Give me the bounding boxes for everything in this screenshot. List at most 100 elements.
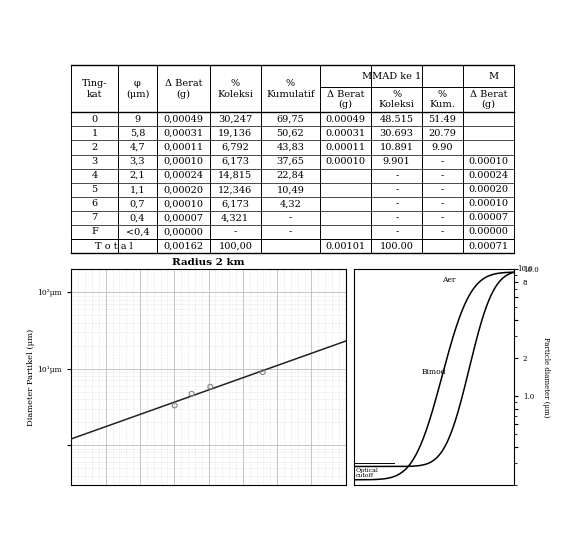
Text: 6,173: 6,173 [222,157,250,166]
Text: Δ Berat
(g): Δ Berat (g) [327,90,364,110]
Text: 0.00000: 0.00000 [468,227,508,237]
Text: 6,792: 6,792 [222,143,249,152]
Text: 3,3: 3,3 [130,157,145,166]
Text: 0.00011: 0.00011 [325,143,365,152]
Text: 30.693: 30.693 [380,129,414,138]
Text: T o t a l: T o t a l [95,241,133,251]
Text: 12,346: 12,346 [218,185,252,194]
Text: 1,1: 1,1 [130,185,145,194]
Text: %
Koleksi: % Koleksi [218,79,253,99]
Text: -: - [395,199,399,208]
Text: 0,00049: 0,00049 [163,115,203,124]
Text: φ
(μm): φ (μm) [126,79,149,99]
Text: 4,32: 4,32 [280,199,301,208]
Text: 4: 4 [91,171,98,180]
Text: 2,1: 2,1 [130,171,145,180]
Text: 20.79: 20.79 [429,129,456,138]
Text: 0,00031: 0,00031 [163,129,203,138]
Text: 10,49: 10,49 [276,185,304,194]
Text: 0,00024: 0,00024 [163,171,203,180]
Text: 4,321: 4,321 [221,214,250,222]
Point [170,401,179,410]
Text: 0.00101: 0.00101 [325,241,365,251]
Text: 51.49: 51.49 [429,115,456,124]
Text: 5: 5 [92,185,98,194]
Text: 10.0: 10.0 [517,265,533,273]
Text: 37,65: 37,65 [276,157,304,166]
Text: Optical
cutoff: Optical cutoff [356,468,379,479]
Text: MMAD ke 1: MMAD ke 1 [362,72,421,81]
Text: 9.90: 9.90 [432,143,453,152]
Text: 0,00011: 0,00011 [163,143,203,152]
Text: 0,4: 0,4 [130,214,145,222]
Text: 0.00007: 0.00007 [468,214,508,222]
Text: %
Kum.: % Kum. [429,90,456,110]
Y-axis label: Diameter Partikel (μm): Diameter Partikel (μm) [27,329,35,426]
Text: 0,00010: 0,00010 [163,199,203,208]
Text: 0,00020: 0,00020 [163,185,203,194]
Text: 14,815: 14,815 [218,171,252,180]
Text: 0.00020: 0.00020 [468,185,508,194]
Title: Radius 2 km: Radius 2 km [172,258,245,267]
Text: 4,7: 4,7 [130,143,145,152]
Text: <0,4: <0,4 [126,227,149,237]
Text: 1: 1 [91,129,98,138]
Text: 50,62: 50,62 [276,129,304,138]
Text: 100,00: 100,00 [218,241,252,251]
Text: Ting-
kat: Ting- kat [82,79,107,99]
Text: 2: 2 [91,143,98,152]
Text: 43,83: 43,83 [276,143,304,152]
Point [258,368,267,377]
Point [206,383,215,391]
Text: 0.00071: 0.00071 [468,241,508,251]
Text: 69,75: 69,75 [276,115,304,124]
Text: 48.515: 48.515 [380,115,414,124]
Text: 6: 6 [92,199,98,208]
Text: -: - [441,185,444,194]
Text: -: - [441,199,444,208]
Text: 0.00010: 0.00010 [468,199,508,208]
Text: -: - [289,214,292,222]
Text: 5,8: 5,8 [130,129,145,138]
Text: -: - [289,227,292,237]
Text: 0.00031: 0.00031 [325,129,365,138]
Text: -: - [395,185,399,194]
Text: -: - [441,157,444,166]
Text: 0,00162: 0,00162 [163,241,203,251]
Y-axis label: Particle diameter (μm): Particle diameter (μm) [542,337,550,417]
Text: 0,7: 0,7 [130,199,145,208]
Text: 0,00007: 0,00007 [163,214,203,222]
Text: 3: 3 [91,157,98,166]
Text: 7: 7 [91,214,98,222]
Text: 0: 0 [92,115,98,124]
Text: 0,00000: 0,00000 [163,227,203,237]
Text: -: - [441,214,444,222]
Text: %
Kumulatif: % Kumulatif [266,79,315,99]
Point [187,389,196,398]
Text: -: - [395,227,399,237]
Text: Δ Berat
(g): Δ Berat (g) [164,79,202,99]
Text: Δ Berat
(g): Δ Berat (g) [469,90,507,110]
Text: 9: 9 [134,115,140,124]
Text: 0.00010: 0.00010 [325,157,365,166]
Text: F: F [91,227,98,237]
Text: 10.891: 10.891 [380,143,414,152]
Text: 6,173: 6,173 [222,199,250,208]
Text: Aer: Aer [442,276,456,283]
Text: -: - [441,171,444,180]
Text: -: - [395,171,399,180]
Text: 19,136: 19,136 [218,129,252,138]
Text: 30,247: 30,247 [218,115,252,124]
Text: %
Koleksi: % Koleksi [379,90,415,110]
Text: -: - [441,227,444,237]
Text: 0,00010: 0,00010 [163,157,203,166]
Text: 9.901: 9.901 [383,157,411,166]
Text: 22,84: 22,84 [276,171,304,180]
Text: 0.00049: 0.00049 [325,115,365,124]
Text: 0.00024: 0.00024 [468,171,508,180]
Text: 0.00010: 0.00010 [468,157,508,166]
Text: -: - [234,227,237,237]
Text: M: M [488,72,498,81]
Text: -: - [395,214,399,222]
Text: Bimod: Bimod [421,368,446,376]
